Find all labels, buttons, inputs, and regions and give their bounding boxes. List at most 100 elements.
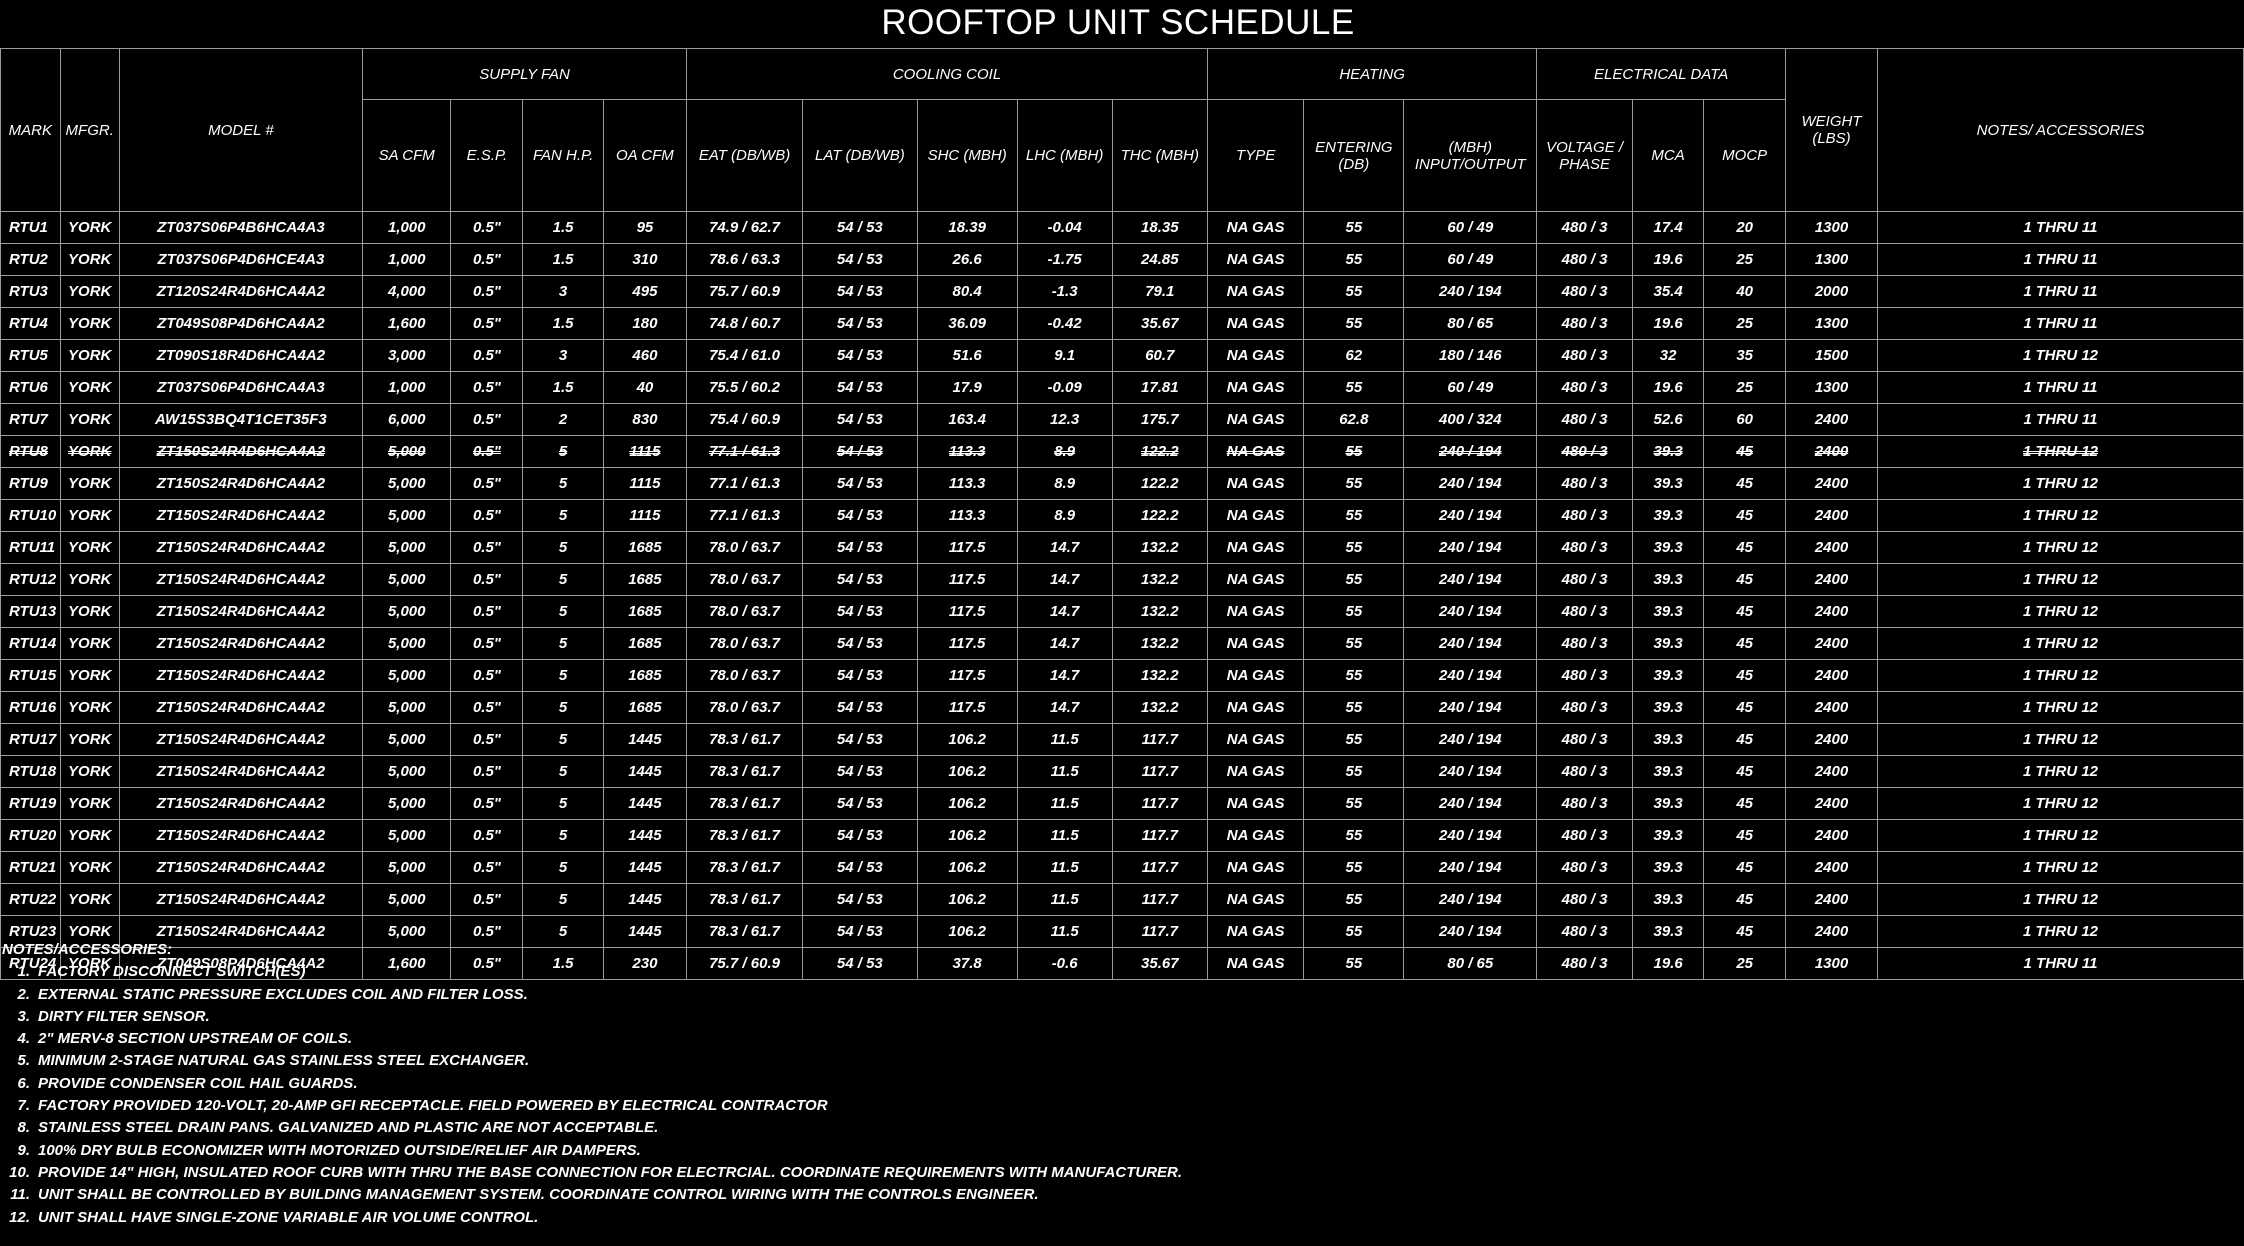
cell-notes: 1 THRU 12 (1877, 467, 2244, 500)
cell-mfgr: YORK (59, 371, 120, 404)
cell-input-output: 240 / 194 (1403, 723, 1538, 756)
cell-mca: 19.6 (1631, 947, 1705, 980)
cell-mocp: 25 (1703, 307, 1786, 340)
cell-thc: 122.2 (1111, 467, 1208, 500)
cell-weight: 2400 (1784, 851, 1879, 884)
cell-model: ZT150S24R4D6HCA4A2 (118, 435, 364, 468)
cell-oa-cfm: 1115 (602, 499, 688, 532)
cell-heating-type: NA GAS (1206, 915, 1305, 948)
cell-mfgr: YORK (59, 723, 120, 756)
cell-mark: RTU11 (0, 531, 61, 564)
note-text: EXTERNAL STATIC PRESSURE EXCLUDES COIL A… (38, 985, 528, 1003)
note-number: 5. (17, 1052, 30, 1070)
cell-mfgr: YORK (59, 307, 120, 340)
cell-thc: 117.7 (1111, 851, 1208, 884)
cell-lhc: 14.7 (1016, 563, 1113, 596)
cell-mark: RTU7 (0, 403, 61, 436)
cell-lat: 54 / 53 (801, 467, 918, 500)
cell-heating-type: NA GAS (1206, 371, 1305, 404)
cell-esp: 0.5" (450, 627, 524, 660)
cell-voltage-phase: 480 / 3 (1536, 563, 1633, 596)
cell-mfgr: YORK (59, 531, 120, 564)
cell-mark: RTU16 (0, 691, 61, 724)
cell-model: ZT150S24R4D6HCA4A2 (118, 659, 364, 692)
cell-voltage-phase: 480 / 3 (1536, 691, 1633, 724)
cell-esp: 0.5" (450, 467, 524, 500)
col-header-fan-hp: FAN H.P. (522, 99, 604, 212)
cell-input-output: 240 / 194 (1403, 915, 1538, 948)
cell-weight: 2400 (1784, 723, 1879, 756)
cell-eat: 78.3 / 61.7 (686, 851, 803, 884)
cell-lhc: 8.9 (1016, 435, 1113, 468)
table-row: RTU21 YORK ZT150S24R4D6HCA4A2 5,000 0.5" 5 144… (0, 851, 2244, 884)
cell-shc: 163.4 (916, 403, 1018, 436)
cell-heating-type: NA GAS (1206, 467, 1305, 500)
cell-mfgr: YORK (59, 915, 120, 948)
cell-mocp: 45 (1703, 659, 1786, 692)
cell-oa-cfm: 1685 (602, 563, 688, 596)
group-cooling-coil: COOLING COIL (686, 48, 1208, 100)
note-item: 1. FACTORY DISCONNECT SWITCH(ES) (2, 961, 1182, 983)
cell-fan-hp: 5 (522, 691, 604, 724)
note-text: PROVIDE 14" HIGH, INSULATED ROOF CURB WI… (38, 1163, 1183, 1181)
cell-mfgr: YORK (59, 563, 120, 596)
cell-lat: 54 / 53 (801, 211, 918, 244)
note-item: 7. FACTORY PROVIDED 120-VOLT, 20-AMP GFI … (2, 1095, 1182, 1117)
cell-lhc: 14.7 (1016, 659, 1113, 692)
cell-mfgr: YORK (59, 339, 120, 372)
note-item: 12. UNIT SHALL HAVE SINGLE-ZONE VARIABLE … (2, 1207, 1182, 1229)
cell-fan-hp: 3 (522, 339, 604, 372)
cell-fan-hp: 5 (522, 499, 604, 532)
cell-esp: 0.5" (450, 499, 524, 532)
cell-oa-cfm: 1685 (602, 691, 688, 724)
table-row: RTU2 YORK ZT037S06P4D6HCE4A3 1,000 0.5" 1.5 31… (0, 243, 2244, 276)
col-header-model: MODEL # (118, 48, 364, 212)
cell-mfgr: YORK (59, 883, 120, 916)
cell-entering: 55 (1303, 531, 1405, 564)
cell-oa-cfm: 1445 (602, 787, 688, 820)
cell-mocp: 45 (1703, 595, 1786, 628)
cell-mfgr: YORK (59, 467, 120, 500)
cell-model: ZT037S06P4D6HCE4A3 (118, 243, 364, 276)
cell-voltage-phase: 480 / 3 (1536, 435, 1633, 468)
cell-mca: 39.3 (1631, 851, 1705, 884)
cell-input-output: 240 / 194 (1403, 435, 1538, 468)
note-number: 4. (17, 1030, 30, 1048)
schedule-body: RTU1 YORK ZT037S06P4B6HCA4A3 1,000 0.5" 1.5 95… (0, 211, 2244, 980)
cell-entering: 55 (1303, 691, 1405, 724)
note-text: MINIMUM 2-STAGE NATURAL GAS STAINLESS ST… (38, 1052, 530, 1070)
cell-heating-type: NA GAS (1206, 787, 1305, 820)
cell-shc: 17.9 (916, 371, 1018, 404)
cell-notes: 1 THRU 12 (1877, 595, 2244, 628)
cell-sa-cfm: 5,000 (362, 499, 452, 532)
cell-heating-type: NA GAS (1206, 755, 1305, 788)
cell-lat: 54 / 53 (801, 435, 918, 468)
cell-notes: 1 THRU 11 (1877, 371, 2244, 404)
cell-shc: 117.5 (916, 563, 1018, 596)
cell-mocp: 45 (1703, 915, 1786, 948)
cell-notes: 1 THRU 12 (1877, 499, 2244, 532)
cell-lhc: 8.9 (1016, 499, 1113, 532)
cell-weight: 2400 (1784, 755, 1879, 788)
table-row: RTU19 YORK ZT150S24R4D6HCA4A2 5,000 0.5" 5 144… (0, 787, 2244, 820)
cell-oa-cfm: 180 (602, 307, 688, 340)
note-number: 6. (17, 1074, 30, 1092)
cell-lhc: 11.5 (1016, 723, 1113, 756)
cell-oa-cfm: 1445 (602, 723, 688, 756)
note-number: 11. (10, 1186, 30, 1204)
cell-heating-type: NA GAS (1206, 627, 1305, 660)
cell-lhc: -0.04 (1016, 211, 1113, 244)
cell-entering: 55 (1303, 755, 1405, 788)
cell-esp: 0.5" (450, 435, 524, 468)
note-item: 8. STAINLESS STEEL DRAIN PANS. GALVANIZED… (2, 1117, 1182, 1139)
cell-fan-hp: 5 (522, 851, 604, 884)
cell-mark: RTU24 (0, 947, 61, 980)
cell-oa-cfm: 1445 (602, 851, 688, 884)
cell-notes: 1 THRU 12 (1877, 563, 2244, 596)
cell-mca: 35.4 (1631, 275, 1705, 308)
cell-fan-hp: 1.5 (522, 307, 604, 340)
cell-shc: 37.8 (916, 947, 1018, 980)
cell-mca: 39.3 (1631, 787, 1705, 820)
cell-sa-cfm: 5,000 (362, 627, 452, 660)
cell-fan-hp: 1.5 (522, 243, 604, 276)
